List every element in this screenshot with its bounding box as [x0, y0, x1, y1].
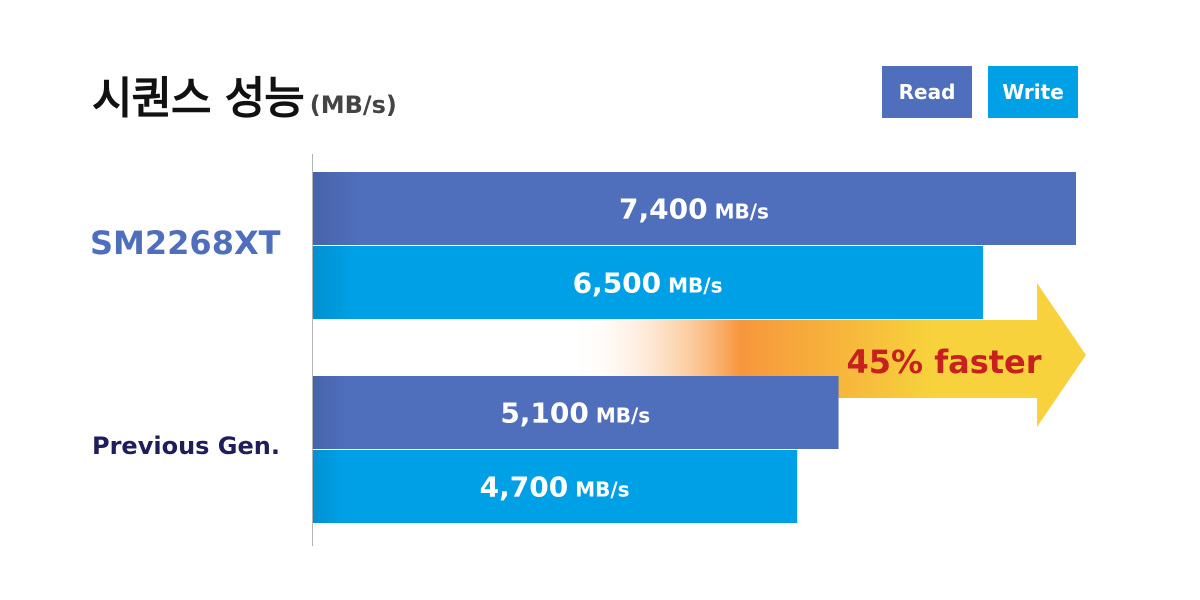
bar-shade-read-sm2268xt [312, 172, 1076, 245]
category-label-previous-gen: Previous Gen. [92, 432, 280, 460]
data-label-read-sm2268xt: 7,400 MB/s [619, 193, 769, 226]
bar-shade-write-previous-gen [312, 450, 798, 523]
legend-read: Read [882, 66, 972, 118]
chart-title-unit: (MB/s) [309, 91, 397, 119]
data-label-write-previous-gen: 4,700 MB/s [480, 471, 630, 504]
category-label-sm2268xt: SM2268XT [90, 224, 281, 262]
bar-shade-read-previous-gen [312, 376, 839, 449]
faster-annotation: 45% faster [846, 343, 1041, 381]
data-label-read-previous-gen: 5,100 MB/s [500, 397, 650, 430]
chart-title: 시퀀스 성능 (MB/s) [92, 62, 397, 126]
data-label-write-sm2268xt: 6,500 MB/s [573, 267, 723, 300]
legend-write: Write [988, 66, 1078, 118]
bar-shade-write-sm2268xt [312, 246, 984, 319]
chart-title-text: 시퀀스 성능 [92, 73, 305, 124]
